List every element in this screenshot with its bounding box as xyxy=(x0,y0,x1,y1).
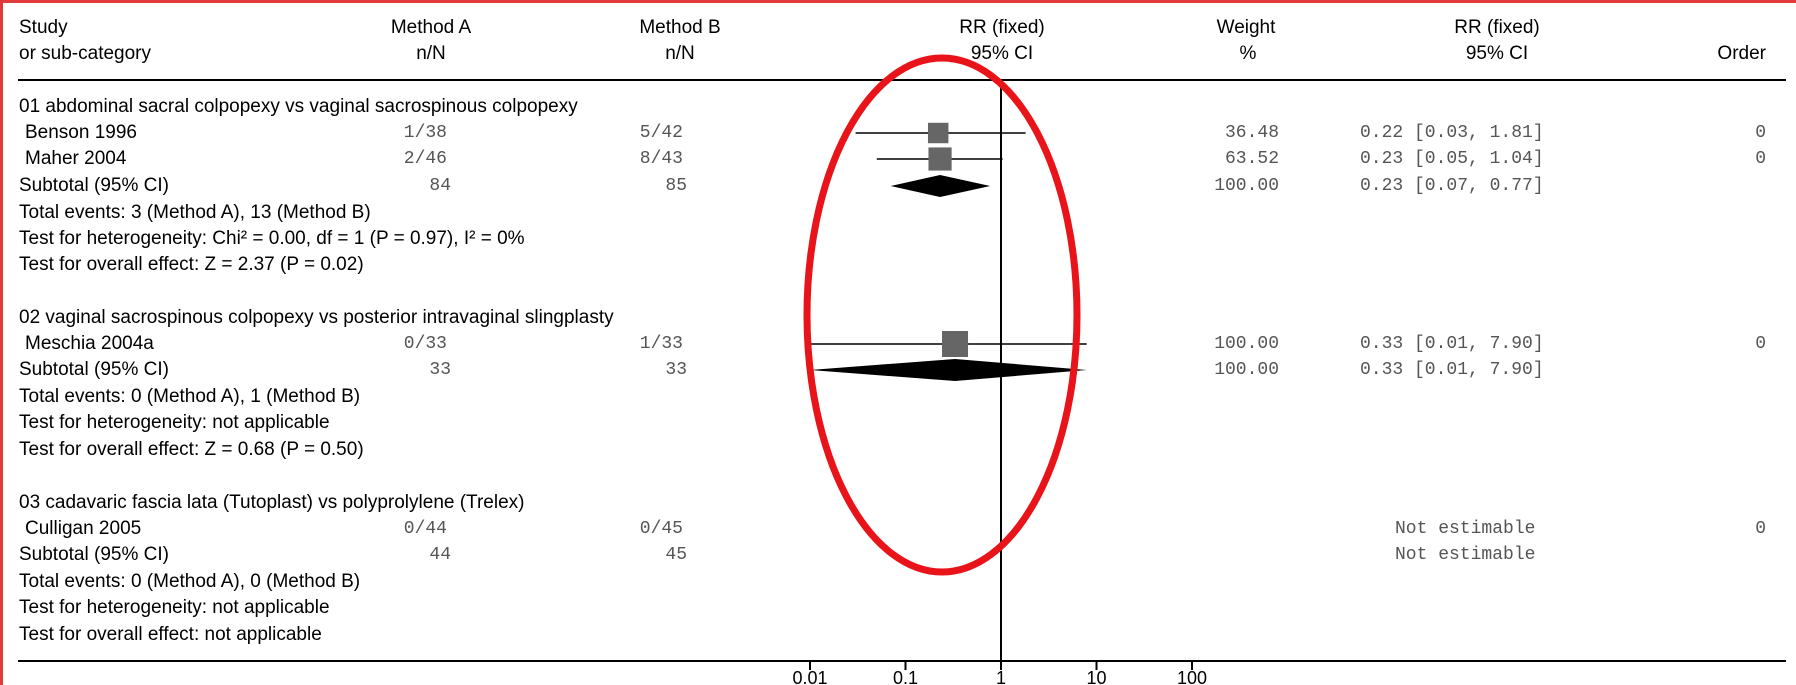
subtotal-label: Subtotal (95% CI) xyxy=(19,544,169,565)
heterogeneity-note: Test for heterogeneity: not applicable xyxy=(19,597,330,618)
overall-effect-note: Test for overall effect: Z = 2.37 (P = 0… xyxy=(19,254,364,275)
total-events-note: Total events: 3 (Method A), 13 (Method B… xyxy=(19,202,371,223)
group-title: 01 abdominal sacral colpopexy vs vaginal… xyxy=(19,96,578,117)
highlight-ellipse xyxy=(803,54,1081,576)
heterogeneity-note: Test for heterogeneity: not applicable xyxy=(19,412,330,433)
weight-value: 100.00 xyxy=(1214,334,1279,354)
subtotal-b: 33 xyxy=(665,360,687,380)
study-name: Culligan 2005 xyxy=(25,518,142,539)
header-rr-title: RR (fixed) xyxy=(1454,17,1540,38)
study-name: Benson 1996 xyxy=(25,122,137,143)
subtotal-diamond xyxy=(810,359,1087,381)
x-tick-label: 0.1 xyxy=(893,668,918,685)
x-tick-label: 100 xyxy=(1177,668,1207,685)
subtotal-label: Subtotal (95% CI) xyxy=(19,359,169,380)
method-a-events: 2/46 xyxy=(403,149,447,169)
rr-value: 0.23 [0.05, 1.04] xyxy=(1360,149,1544,169)
rr-value: 0.22 [0.03, 1.81] xyxy=(1360,123,1544,143)
overall-effect-note: Test for overall effect: not applicable xyxy=(19,624,322,645)
subtotal-b: 45 xyxy=(665,545,687,565)
method-b-events: 0/45 xyxy=(639,519,683,539)
subtotal-a: 84 xyxy=(429,176,451,196)
study-square xyxy=(928,147,952,171)
study-square xyxy=(927,122,949,144)
method-b-events: 5/42 xyxy=(639,123,683,143)
rr-value: 0.33 [0.01, 7.90] xyxy=(1360,334,1544,354)
subtotal-b: 85 xyxy=(665,176,687,196)
order-value: 0 xyxy=(1755,334,1766,354)
group-title: 03 cadavaric fascia lata (Tutoplast) vs … xyxy=(19,492,525,513)
study-name: Meschia 2004a xyxy=(25,333,154,354)
order-value: 0 xyxy=(1755,519,1766,539)
method-b-events: 1/33 xyxy=(639,334,683,354)
subtotal-weight: 100.00 xyxy=(1214,176,1279,196)
weight-value: 63.52 xyxy=(1224,149,1279,169)
header-plot-ci: 95% CI xyxy=(970,43,1034,64)
subtotal-a: 44 xyxy=(429,545,451,565)
x-tick-label: 0.01 xyxy=(792,668,827,685)
total-events-note: Total events: 0 (Method A), 0 (Method B) xyxy=(19,571,361,592)
subtotal-a: 33 xyxy=(429,360,451,380)
header-subcategory: or sub-category xyxy=(19,43,152,64)
order-value: 0 xyxy=(1755,123,1766,143)
subtotal-weight: 100.00 xyxy=(1214,360,1279,380)
subtotal-rr: 0.23 [0.07, 0.77] xyxy=(1360,176,1544,196)
header-method-a: Method A xyxy=(390,17,472,38)
header-rule xyxy=(18,79,1786,81)
header-weight-unit: % xyxy=(1239,43,1257,64)
footer-rule xyxy=(18,660,1786,662)
method-a-events: 0/33 xyxy=(403,334,447,354)
heterogeneity-note: Test for heterogeneity: Chi² = 0.00, df … xyxy=(19,228,525,249)
study-name: Maher 2004 xyxy=(25,148,127,169)
header-study: Study xyxy=(19,17,68,38)
weight-value: 36.48 xyxy=(1224,123,1279,143)
subtotal-label: Subtotal (95% CI) xyxy=(19,175,169,196)
method-a-events: 1/38 xyxy=(403,123,447,143)
study-square xyxy=(942,331,969,357)
header-rr-ci: 95% CI xyxy=(1465,43,1529,64)
method-a-events: 0/44 xyxy=(403,519,447,539)
order-value: 0 xyxy=(1755,149,1766,169)
header-method-b-unit: n/N xyxy=(665,43,695,64)
overall-effect-note: Test for overall effect: Z = 0.68 (P = 0… xyxy=(19,439,364,460)
group-title: 02 vaginal sacrospinous colpopexy vs pos… xyxy=(19,307,614,328)
header-plot-title: RR (fixed) xyxy=(959,17,1045,38)
header-method-a-unit: n/N xyxy=(416,43,446,64)
header-weight: Weight xyxy=(1216,17,1276,38)
x-tick-label: 10 xyxy=(1086,668,1106,685)
header-method-b: Method B xyxy=(639,17,721,38)
subtotal-diamond xyxy=(890,175,991,197)
method-b-events: 8/43 xyxy=(639,149,683,169)
subtotal-rr: 0.33 [0.01, 7.90] xyxy=(1360,360,1544,380)
header-order: Order xyxy=(1717,43,1766,64)
rr-value: Not estimable xyxy=(1395,519,1536,539)
total-events-note: Total events: 0 (Method A), 1 (Method B) xyxy=(19,386,361,407)
x-tick-label: 1 xyxy=(996,668,1006,685)
subtotal-rr: Not estimable xyxy=(1395,545,1536,565)
